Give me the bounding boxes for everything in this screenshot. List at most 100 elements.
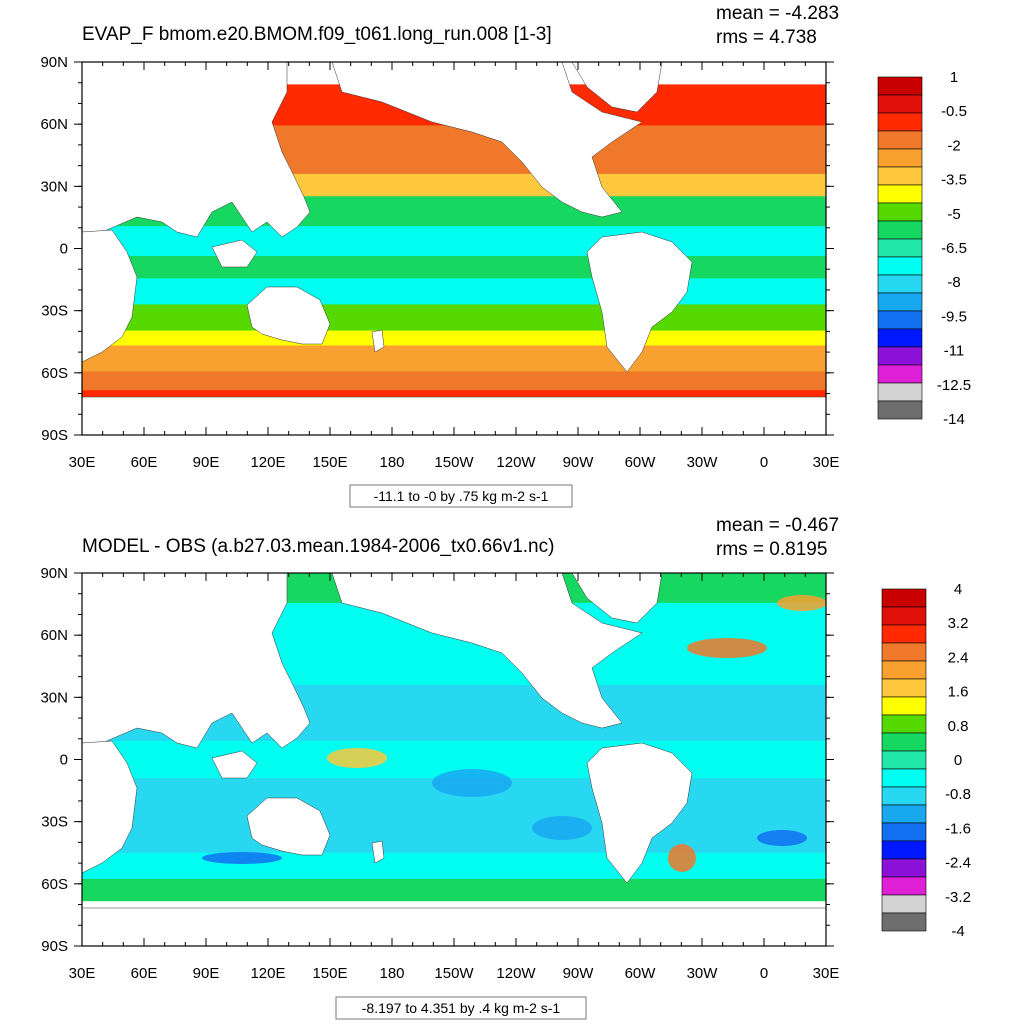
mean-label: mean = -4.283 bbox=[716, 3, 839, 24]
x-tick-label: 90E bbox=[193, 965, 220, 982]
colorbar-box bbox=[881, 858, 927, 878]
contour-info-box bbox=[335, 996, 587, 1020]
colorbar-box bbox=[877, 112, 923, 132]
land-mass bbox=[82, 396, 826, 435]
land-mass bbox=[82, 907, 826, 946]
x-tick-label: 120E bbox=[250, 454, 285, 471]
colorbar-label: -0.5 bbox=[941, 103, 967, 120]
x-tick-label: 180 bbox=[379, 454, 404, 471]
contour-info-label: -11.1 to -0 by .75 kg m-2 s-1 bbox=[374, 488, 549, 504]
field-band bbox=[82, 226, 826, 257]
colorbar-label: -12.5 bbox=[937, 377, 971, 394]
colorbar-box bbox=[881, 660, 927, 680]
field-band bbox=[82, 278, 826, 306]
anomaly-patch bbox=[327, 748, 387, 768]
panel-title: EVAP_F bmom.e20.BMOM.f09_t061.long_run.0… bbox=[82, 24, 552, 45]
x-tick-label: 120E bbox=[250, 965, 285, 982]
x-tick-label: 60E bbox=[131, 965, 158, 982]
colorbar-box bbox=[877, 148, 923, 168]
anomaly-patch bbox=[777, 595, 826, 611]
land-mass bbox=[331, 62, 643, 218]
x-tick-label: 30E bbox=[69, 965, 96, 982]
colorbar-label: 3.2 bbox=[948, 615, 969, 632]
land-mass bbox=[371, 840, 385, 864]
x-tick-label: 150W bbox=[434, 454, 474, 471]
colorbar-box bbox=[877, 166, 923, 186]
x-tick-label: 60W bbox=[625, 965, 657, 982]
colorbar-box bbox=[877, 382, 923, 402]
colorbar-box bbox=[877, 130, 923, 150]
colorbar-box bbox=[881, 732, 927, 752]
colorbar-label: 0.8 bbox=[948, 718, 969, 735]
rms-label: rms = 4.738 bbox=[716, 27, 817, 48]
colorbar-label: -8 bbox=[947, 274, 960, 291]
colorbar: 4 3.2 2.4 1.6 0.8 0 -0.8 -1.6 -2.4 -3.2 -4 bbox=[881, 581, 971, 940]
x-tick-label: 90W bbox=[563, 454, 595, 471]
x-tick-label: 120W bbox=[496, 454, 536, 471]
x-tick-label: 0 bbox=[760, 454, 768, 471]
field-band bbox=[82, 878, 826, 903]
colorbar-box bbox=[881, 786, 927, 806]
colorbar-label: -6.5 bbox=[941, 240, 967, 257]
y-tick-label: 0 bbox=[60, 752, 68, 769]
x-tick-label: 30E bbox=[69, 454, 96, 471]
colorbar-label: -4 bbox=[951, 923, 964, 940]
panel-evaporation-map: EVAP_F bmom.e20.BMOM.f09_t061.long_run.0… bbox=[40, 3, 971, 508]
colorbar-label: 2.4 bbox=[948, 649, 969, 666]
colorbar-box bbox=[877, 220, 923, 240]
colorbar-box bbox=[877, 400, 923, 420]
colorbar-box bbox=[881, 696, 927, 716]
colorbar-label: 1 bbox=[950, 69, 958, 86]
colorbar-box bbox=[881, 912, 927, 932]
y-tick-label: 30N bbox=[40, 178, 68, 195]
colorbar-box bbox=[881, 822, 927, 842]
y-tick-label: 0 bbox=[60, 241, 68, 258]
ocean-field bbox=[82, 573, 826, 946]
y-tick-label: 90N bbox=[40, 54, 68, 71]
colorbar-box bbox=[881, 588, 927, 608]
anomaly-patch bbox=[432, 769, 512, 797]
colorbar-label: 4 bbox=[954, 581, 962, 598]
ocean-field bbox=[82, 62, 826, 435]
colorbar-box bbox=[877, 94, 923, 114]
colorbar-label: 0 bbox=[954, 752, 962, 769]
x-tick-label: 150W bbox=[434, 965, 474, 982]
anomaly-patch bbox=[202, 852, 282, 864]
anomaly-patch bbox=[532, 816, 592, 840]
land-mass bbox=[586, 742, 693, 884]
land-mass bbox=[82, 229, 138, 363]
colorbar-box bbox=[877, 310, 923, 330]
field-band bbox=[82, 852, 826, 880]
field-band bbox=[82, 255, 826, 280]
x-tick-label: 90W bbox=[563, 965, 595, 982]
y-tick-label: 60N bbox=[40, 627, 68, 644]
colorbar-label: -11 bbox=[944, 343, 965, 360]
colorbar-label: -3.5 bbox=[941, 172, 967, 189]
x-tick-label: 30E bbox=[813, 965, 840, 982]
colorbar-box bbox=[877, 292, 923, 312]
land-mass bbox=[246, 286, 331, 345]
x-tick-label: 60E bbox=[131, 454, 158, 471]
y-tick-label: 60S bbox=[41, 365, 68, 382]
land-mass bbox=[246, 797, 331, 856]
colorbar-box bbox=[877, 238, 923, 258]
y-tick-label: 30S bbox=[41, 303, 68, 320]
field-band bbox=[82, 304, 826, 332]
colorbar-box bbox=[881, 804, 927, 824]
colorbar-box bbox=[877, 184, 923, 204]
x-tick-label: 30E bbox=[813, 454, 840, 471]
map-plot-area: 30E 60E 90E 120E 150E 180 150W 120W 90W 60W 30W 0 30… bbox=[40, 54, 839, 471]
land-mass bbox=[571, 573, 663, 624]
x-tick-label: 150E bbox=[312, 454, 347, 471]
colorbar-label: -1.6 bbox=[945, 820, 971, 837]
anomaly-patch bbox=[687, 638, 767, 658]
anomaly-patch bbox=[757, 830, 807, 846]
x-tick-label: 150E bbox=[312, 965, 347, 982]
colorbar-box bbox=[881, 750, 927, 770]
y-tick-label: 60N bbox=[40, 116, 68, 133]
colorbar-label: -3.2 bbox=[945, 889, 971, 906]
colorbar-label: -5 bbox=[947, 206, 960, 223]
y-tick-label: 90N bbox=[40, 565, 68, 582]
colorbar-label: -2.4 bbox=[945, 855, 971, 872]
colorbar-box bbox=[877, 274, 923, 294]
